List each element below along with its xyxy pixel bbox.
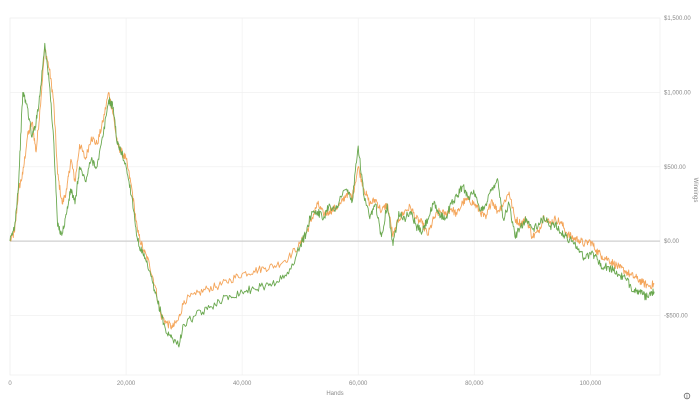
series-lines (9, 42, 655, 348)
y-axis-ticks: $1,500.00 $1,000.00 $500.00 $0.00 -$500.00 (664, 16, 691, 320)
x-tick-label: 60,000 (349, 381, 368, 387)
y-tick-label: $500.00 (664, 165, 686, 171)
x-tick-label: 100,000 (580, 381, 602, 387)
x-tick-label: 20,000 (117, 381, 136, 387)
y-axis-title: Winnings (692, 178, 698, 203)
x-axis-ticks: 0 20,000 40,000 60,000 80,000 100,000 (8, 381, 602, 387)
x-tick-label: 80,000 (465, 381, 484, 387)
svg-text:i: i (686, 393, 688, 400)
series-line-1 (9, 47, 655, 330)
y-tick-label: -$500.00 (664, 314, 688, 320)
y-tick-label: $1,000.00 (664, 90, 691, 96)
plot-frame (9, 17, 661, 376)
info-icon[interactable]: i (683, 392, 691, 400)
x-axis-title: Hands (326, 391, 343, 397)
series-line-2 (9, 42, 655, 348)
y-tick-label: $0.00 (664, 239, 680, 245)
x-tick-label: 0 (8, 381, 12, 387)
y-tick-label: $1,500.00 (664, 16, 691, 22)
x-tick-label: 40,000 (233, 381, 252, 387)
grid-lines (9, 17, 661, 376)
